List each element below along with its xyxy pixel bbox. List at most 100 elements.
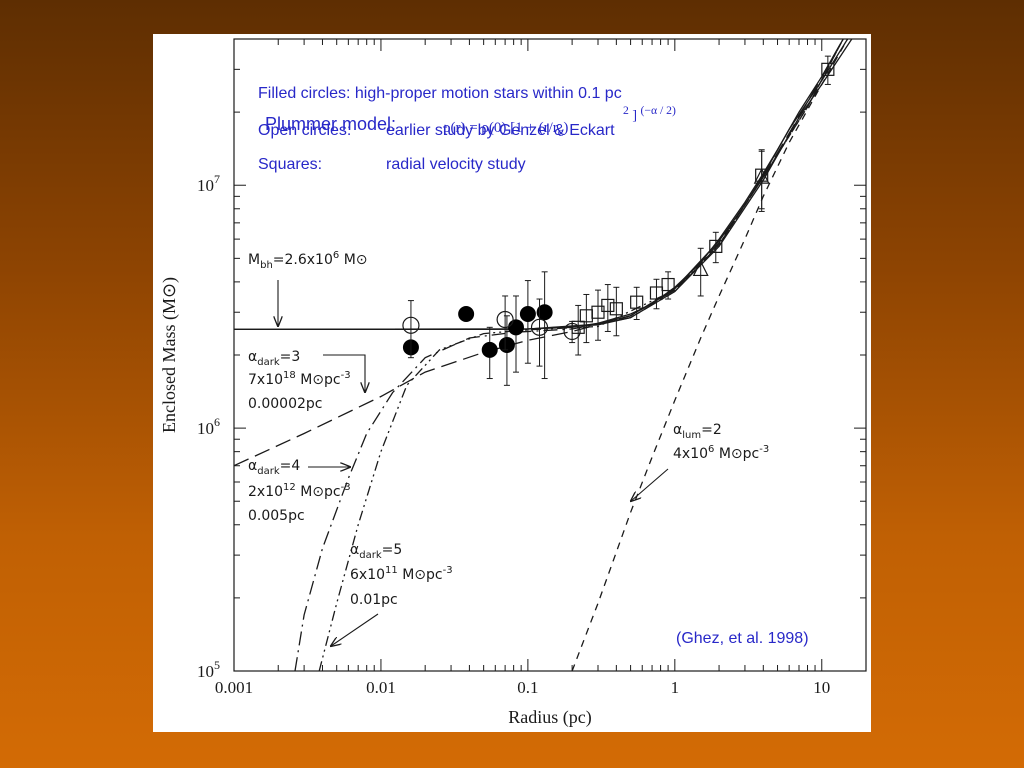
annotation-dark4-alpha-part: α: [248, 458, 257, 474]
model-curve-dash: [571, 39, 849, 671]
data-point-open-circle: [402, 316, 420, 334]
x-tick-label: 0.01: [366, 678, 396, 697]
annotation-dark4-density-part: M⊙pc: [296, 484, 341, 500]
annotation-dark5-alpha: αdark​=5: [350, 542, 402, 561]
x-tick-label: 1: [671, 678, 680, 697]
annotation-dark5-density-part: -3: [443, 565, 453, 576]
annotation-lum-density-part: -3: [759, 444, 769, 455]
annotation-dark3-density-part: -3: [341, 370, 351, 381]
model-curve-dash-dot-dot: [318, 39, 844, 671]
data-point-open-square: [601, 298, 615, 313]
data-point-open-square: [821, 62, 835, 76]
y-tick-label-exponent: 7: [214, 172, 220, 186]
data-point-filled-circle: [481, 341, 498, 358]
annotation-black-hole-mass: Mbh​=2.6x106​ M⊙: [248, 250, 368, 271]
y-tick-label-base: 10: [197, 176, 214, 195]
data-point-filled-circle: [458, 306, 475, 323]
data-point-open-triangle: [692, 260, 709, 277]
y-tick-label-exponent: 5: [214, 658, 220, 672]
annotation-dark3-alpha: αdark​=3: [248, 349, 300, 368]
annotation-dark3-radius-part: 0.00002pc: [248, 396, 322, 412]
model-curve-solid: [234, 39, 844, 331]
legend-note-open-circles: earlier study by Genzel & Eckart: [386, 122, 615, 139]
data-point-open-square: [591, 305, 605, 319]
annotation-lum-density-part: 6: [708, 444, 714, 455]
citation: (Ghez, et al. 1998): [676, 630, 809, 647]
data-point-open-square: [630, 295, 644, 309]
plummer-formula-close: ): [563, 120, 569, 136]
annotation-lum-alpha: αlum​=2: [673, 422, 722, 441]
annotation-black-hole-mass-part: 6: [333, 250, 339, 261]
annotation-dark5-alpha-part: =5: [382, 542, 403, 558]
plummer-formula-subscript: c: [557, 125, 564, 139]
data-point-open-square: [609, 302, 623, 316]
figure-panel: 0.001 0.01 0.1 1 10 105 106 107 Radius (pc) Enclo…: [153, 34, 871, 732]
annotation-dark4-alpha: αdark​=4: [248, 458, 300, 477]
x-tick-label: 10: [813, 678, 830, 697]
annotation-lum-density-part: M⊙pc: [714, 446, 759, 462]
legend-note-squares: radial velocity study: [386, 156, 526, 173]
arrow-dark5: [331, 613, 379, 646]
annotation-black-hole-mass-part: bh: [260, 260, 273, 271]
data-point-open-triangle: [753, 167, 770, 184]
y-tick-label: 106: [197, 415, 220, 438]
annotation-lum-alpha-part: lum: [682, 430, 701, 441]
annotation-lum-density: 4x106​ M⊙pc-3​: [673, 444, 769, 462]
x-tick-label: 0.1: [517, 678, 538, 697]
legend-note-squares-label: Squares:: [258, 156, 323, 173]
data-point-open-square: [649, 286, 664, 300]
annotation-dark3-density-part: M⊙pc: [296, 372, 341, 388]
annotation-dark3-alpha-part: α: [248, 349, 257, 365]
plummer-formula-main: ρ(r) = ρ(0) [1 + (r/r: [443, 120, 558, 136]
annotation-dark4-alpha-part: =4: [280, 458, 301, 474]
annotation-black-hole-mass-part: M⊙: [339, 252, 367, 268]
data-point-open-circle: [496, 310, 514, 329]
x-tick-label: 0.001: [215, 678, 253, 697]
plummer-exp-alpha: (−α / 2): [640, 104, 676, 117]
annotation-dark3-density: 7x1018​ M⊙pc-3​: [248, 370, 351, 388]
annotation-dark4-density-part: 2x10: [248, 484, 283, 500]
y-tick-label-exponent: 6: [214, 415, 220, 429]
data-point-open-square: [661, 277, 675, 292]
data-point-filled-circle: [498, 336, 515, 353]
legend-note-open-circles-label: Open circles:: [258, 122, 352, 139]
data-point-open-square: [709, 239, 723, 253]
annotation-dark4-radius: 0.005pc: [248, 508, 305, 524]
y-tick-label-base: 10: [197, 419, 214, 438]
data-point-filled-circle: [536, 304, 553, 321]
arrow-dark3: [323, 354, 365, 392]
annotation-dark3-density-part: 7x10: [248, 372, 283, 388]
data-point-open-circle: [530, 318, 549, 336]
y-tick-label-base: 10: [197, 662, 214, 681]
annotation-dark5-density-part: 6x10: [350, 567, 385, 583]
annotation-lum-alpha-part: α: [673, 422, 682, 438]
annotation-dark5-radius: 0.01pc: [350, 592, 398, 608]
annotation-black-hole-mass-part: =2.6x10: [273, 252, 333, 268]
annotation-dark5-radius-part: 0.01pc: [350, 592, 398, 608]
data-point-filled-circle: [519, 306, 536, 323]
annotation-dark4-density-part: -3: [341, 482, 351, 493]
annotation-dark3-radius: 0.00002pc: [248, 396, 322, 412]
y-tick-label: 105: [197, 658, 220, 681]
plummer-model-formula: ρ(r) = ρ(0) [1 + (r/rc): [443, 120, 568, 140]
annotation-dark5-density-part: 11: [385, 565, 398, 576]
y-tick-label: 107: [197, 172, 220, 195]
annotation-dark4-density-part: 12: [283, 482, 296, 493]
data-point-open-square: [571, 320, 585, 334]
plummer-exp-square: 2: [623, 104, 629, 117]
plummer-model-label: Plummer model:: [265, 114, 397, 134]
annotation-dark4-alpha-part: dark: [257, 466, 280, 477]
annotation-black-hole-mass-part: M: [248, 252, 260, 268]
model-curve-solid: [234, 39, 849, 331]
annotation-dark5-alpha-part: dark: [359, 550, 382, 561]
legend-note-filled-circles: Filled circles: high-proper motion stars…: [258, 85, 622, 102]
annotation-lum-density-part: 4x10: [673, 446, 708, 462]
annotation-dark3-density-part: 18: [283, 370, 296, 381]
annotation-dark5-density-part: M⊙pc: [398, 567, 443, 583]
annotation-lum-alpha-part: =2: [701, 422, 722, 438]
data-point-filled-circle: [507, 319, 524, 336]
plummer-model-exponent: 2 ] (−α / 2): [623, 104, 676, 125]
annotation-dark4-density: 2x1012​ M⊙pc-3​: [248, 482, 351, 500]
model-curve-long-dash: [234, 39, 844, 467]
